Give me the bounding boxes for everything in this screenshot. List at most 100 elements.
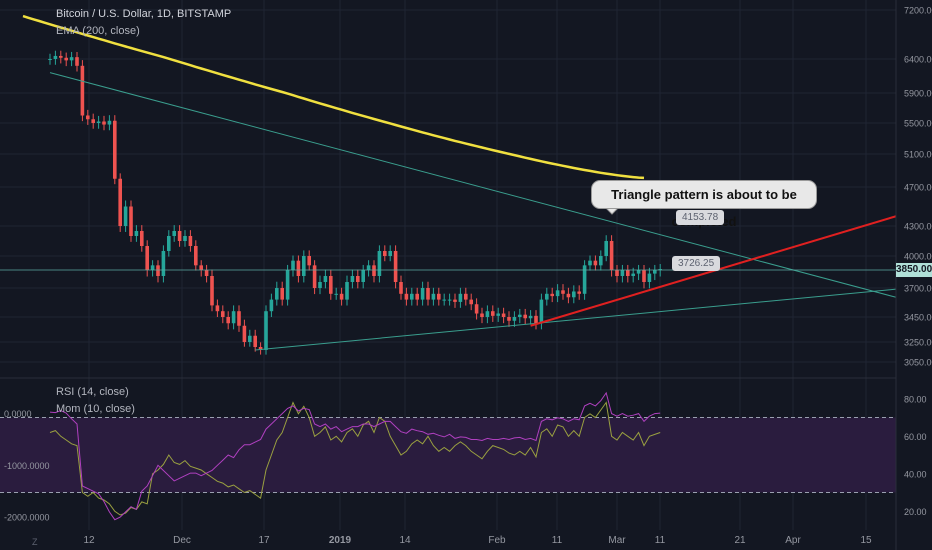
candle-body [64,57,68,61]
candle-body [307,256,311,266]
candle-body [512,317,517,321]
mom-line [49,391,661,521]
candle-body [96,121,101,123]
price-tick-label: 6400.00 [904,55,932,65]
callout-annotation[interactable]: Triangle pattern is about to be complete… [591,180,817,229]
candle-body [204,270,209,276]
candle-body [458,293,463,302]
price-tag-low[interactable]: 3726.25 [672,256,721,271]
candle-body [593,260,598,266]
candle-body [604,241,608,256]
price-tick-label: 3250.00 [904,338,932,348]
mom-legend[interactable]: Mom (10, close) [56,403,135,415]
candle-body [599,256,603,266]
price-tick-label: 3050.00 [904,358,932,368]
candle-body [485,311,490,317]
candle-body [339,293,344,300]
candle-body [172,231,176,236]
candle-body [372,265,376,276]
candle-body [555,290,560,297]
candle-body [431,293,436,300]
candle-body [501,313,506,317]
candle-body [653,270,657,274]
candle-body [528,315,533,319]
candle-body [615,270,619,276]
candle-body [539,299,544,324]
candle-body [134,231,139,236]
candle-body [248,335,252,342]
candle-body [383,251,387,256]
candle-body [69,57,74,61]
price-tick-label: 5500.00 [904,119,932,129]
candle-body [550,293,554,297]
lower-trendline [255,288,897,351]
time-tick-label: 11 [655,535,666,546]
price-tag-high[interactable]: 4153.78 [676,210,725,225]
time-tick-label: Dec [173,535,191,546]
candle-body [129,206,133,236]
price-tick-label: 5900.00 [904,89,932,99]
candle-body [464,293,468,300]
rsi-legend[interactable]: RSI (14, close) [56,386,129,398]
ema-legend[interactable]: EMA (200, close) [56,25,140,37]
candle-body [231,311,236,324]
rsi-tick-label: 40.00 [904,469,927,479]
candle-body [361,270,365,282]
candle-body [620,270,625,276]
time-tick-label: 12 [83,535,95,546]
candle-body [123,206,128,226]
candle-body [356,276,360,282]
price-tick-label: 4000.00 [904,252,932,262]
candle-body [393,251,398,282]
candle-body [410,293,414,300]
candle-body [447,299,452,301]
rsi-band [0,417,896,493]
candle-body [183,236,187,241]
candle-body [118,178,122,226]
candle-body [269,299,274,312]
candle-body [167,236,171,251]
candle-body [210,276,214,306]
candle-body [280,288,284,300]
rsi-tick-label: 80.00 [904,394,927,404]
candle-body [534,315,538,324]
candle-body [291,260,295,270]
time-tick-label: 17 [258,535,270,546]
upper-trendline [49,72,897,298]
candle-body [496,313,500,316]
price-axis[interactable]: 3050.00 3250.00 3450.00 3700.00 3850.004000.… [4,6,932,523]
symbol-title[interactable]: Bitcoin / U.S. Dollar, 1D, BITSTAMP [56,8,232,20]
candle-body [285,270,290,300]
mom-tick-label: -1000.0000 [4,461,50,471]
time-tick-label: 15 [860,535,872,546]
candle-body [636,270,641,274]
candle-body [59,55,63,58]
candle-body [345,282,349,300]
candle-body [156,265,160,276]
candle-body [334,293,338,295]
rsi-tick-label: 20.00 [904,507,927,517]
candle-body [323,276,328,282]
candle-body [221,311,225,317]
candle-body [329,276,333,294]
indicator-lines [49,391,661,521]
time-tick-label: Mar [608,535,626,546]
candle-body [523,314,527,319]
current-price-label: 3850.00 [896,263,932,277]
candle-body [437,293,441,300]
time-tick-label: Feb [488,535,506,546]
time-tick-label: 21 [734,535,746,546]
candle-body [404,293,409,300]
candle-body [518,314,522,317]
candle-body [377,251,382,276]
candle-body [80,65,85,116]
candle-body [199,265,203,270]
rsi-tick-label: 60.00 [904,432,927,442]
timezone-label[interactable]: Z [32,537,38,547]
time-axis[interactable]: 12 Dec 17 2019 14 Feb 11 Mar 11 21 Apr 15 [83,535,872,546]
price-tick-label: 4300.00 [904,222,932,232]
price-tick-label: 5100.00 [904,150,932,160]
candle-body [399,282,403,294]
price-tick-label: 3700.00 [904,284,932,294]
